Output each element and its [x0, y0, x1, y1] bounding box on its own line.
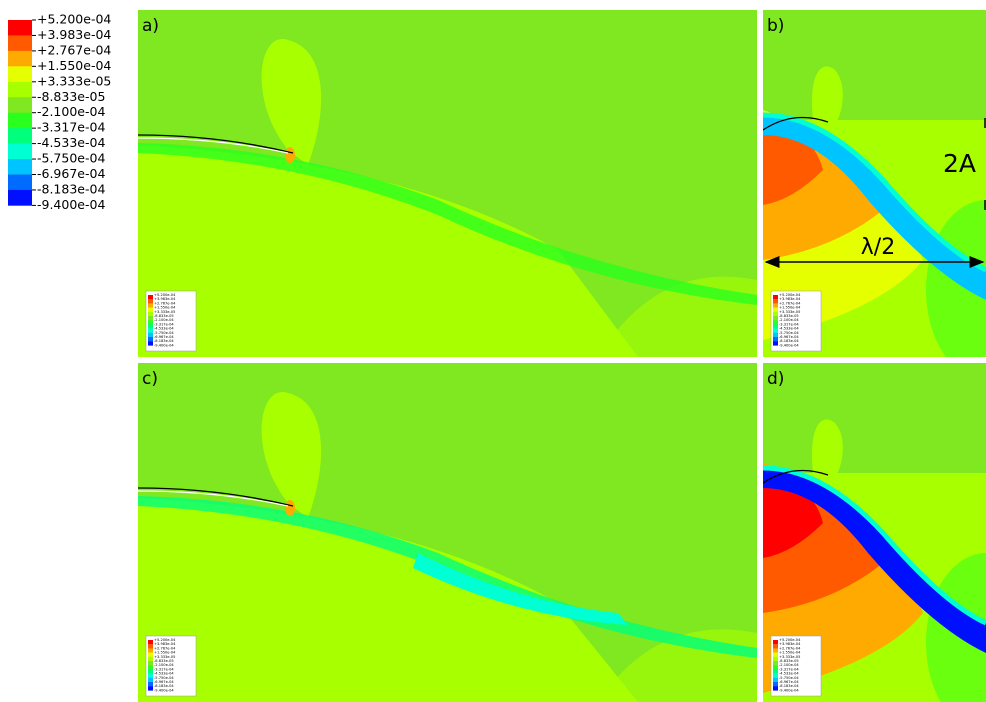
mini-legend-swatch [148, 648, 153, 652]
color-legend: +5.200e-04+3.983e-04+2.767e-04+1.550e-04… [8, 12, 111, 212]
legend-label: -6.967e-04 [37, 166, 105, 181]
legend-swatch [8, 35, 32, 51]
mini-legend-swatch [148, 329, 153, 333]
legend-label: +1.550e-04 [37, 58, 111, 73]
figure: +5.200e-04+3.983e-04+2.767e-04+1.550e-04… [0, 0, 986, 702]
mini-legend-swatch [148, 316, 153, 320]
mini-legend-swatch [148, 640, 153, 644]
contour-panel: +5.200e-04+3.983e-04+2.767e-04+1.550e-04… [763, 363, 986, 702]
amplitude-label: 2A [943, 149, 976, 178]
panel-label: b) [767, 16, 784, 36]
mini-legend-swatch [148, 295, 153, 299]
half-wavelength-label: λ/2 [861, 235, 895, 260]
mini-legend-swatch [148, 674, 153, 678]
legend-label: +3.983e-04 [37, 27, 111, 42]
mini-legend-swatch [773, 299, 778, 303]
legend-label: +2.767e-04 [37, 42, 111, 57]
mini-legend-label: -9.400e-04 [779, 343, 799, 347]
panels: +5.200e-04+3.983e-04+2.767e-04+1.550e-04… [138, 10, 986, 702]
mini-legend-swatch [148, 678, 153, 682]
mini-legend-swatch [148, 324, 153, 328]
legend-label: -8.183e-04 [37, 181, 105, 196]
mini-legend-swatch [773, 324, 778, 328]
contour-panel: 2Aλ/2+5.200e-04+3.983e-04+2.767e-04+1.55… [763, 10, 986, 380]
mini-legend-swatch [148, 669, 153, 673]
mini-legend-swatch [773, 682, 778, 686]
mini-legend-swatch [773, 669, 778, 673]
legend-label: -2.100e-04 [37, 104, 105, 119]
mini-legend-swatch [148, 320, 153, 324]
legend-swatch [8, 175, 32, 191]
mini-legend-swatch [773, 341, 778, 345]
mini-legend-swatch [148, 308, 153, 312]
mini-legend-swatch [773, 648, 778, 652]
legend-swatch [8, 128, 32, 144]
legend-swatch [8, 144, 32, 160]
legend-swatch [8, 113, 32, 129]
mini-legend-swatch [148, 303, 153, 307]
mini-legend-swatch [148, 682, 153, 686]
legend-swatch [8, 66, 32, 82]
legend-label: -8.833e-05 [37, 89, 105, 104]
tip-hotspot [285, 500, 295, 516]
mini-legend-swatch [773, 295, 778, 299]
mini-legend-swatch [773, 316, 778, 320]
legend-label: +5.200e-04 [37, 12, 111, 27]
tip-hotspot [285, 147, 295, 163]
mini-legend-swatch [773, 665, 778, 669]
panel-label: a) [142, 16, 159, 36]
panel-label: c) [142, 369, 158, 389]
legend-label: -3.317e-04 [37, 120, 105, 135]
mini-legend-swatch [148, 653, 153, 657]
mini-legend-label: -9.400e-04 [154, 688, 174, 692]
mini-legend-swatch [773, 333, 778, 337]
legend-swatch [8, 97, 32, 113]
mini-legend-swatch [773, 686, 778, 690]
legend-label: +3.333e-05 [37, 73, 111, 88]
mini-legend-swatch [148, 686, 153, 690]
mini-legend-swatch [773, 644, 778, 648]
mini-legend-swatch [773, 308, 778, 312]
mini-legend-swatch [148, 665, 153, 669]
mini-legend-swatch [773, 674, 778, 678]
mini-legend-swatch [148, 333, 153, 337]
mini-legend-swatch [773, 312, 778, 316]
contour-field: +5.200e-04+3.983e-04+2.767e-04+1.550e-04… [138, 10, 757, 357]
mini-legend-swatch [148, 657, 153, 661]
panel-label: d) [767, 369, 784, 389]
mini-legend-swatch [773, 329, 778, 333]
legend-swatch [8, 51, 32, 67]
legend-swatch [8, 82, 32, 98]
mini-legend-swatch [773, 640, 778, 644]
mini-legend-label: -9.400e-04 [779, 688, 799, 692]
mini-legend-swatch [148, 299, 153, 303]
mini-legend-swatch [148, 661, 153, 665]
contour-field: +5.200e-04+3.983e-04+2.767e-04+1.550e-04… [763, 363, 986, 702]
mini-legend-swatch [773, 320, 778, 324]
legend-swatch [8, 20, 32, 36]
mini-legend-swatch [773, 657, 778, 661]
mini-legend-swatch [148, 341, 153, 345]
legend-label: -5.750e-04 [37, 151, 105, 166]
contour-field: +5.200e-04+3.983e-04+2.767e-04+1.550e-04… [138, 363, 757, 702]
legend-swatch [8, 159, 32, 175]
mini-legend-swatch [773, 653, 778, 657]
mini-legend-swatch [148, 312, 153, 316]
mini-legend-swatch [773, 678, 778, 682]
mini-legend-swatch [773, 303, 778, 307]
contour-field: 2Aλ/2+5.200e-04+3.983e-04+2.767e-04+1.55… [763, 10, 986, 380]
legend-swatch [8, 190, 32, 206]
mini-legend-label: -9.400e-04 [154, 343, 174, 347]
legend-label: -9.400e-04 [37, 197, 105, 212]
mini-legend-swatch [773, 337, 778, 341]
mini-legend-swatch [773, 661, 778, 665]
mini-legend-swatch [148, 337, 153, 341]
mini-legend-swatch [148, 644, 153, 648]
contour-panel: +5.200e-04+3.983e-04+2.767e-04+1.550e-04… [138, 363, 757, 702]
legend-label: -4.533e-04 [37, 135, 105, 150]
contour-panel: +5.200e-04+3.983e-04+2.767e-04+1.550e-04… [138, 10, 757, 357]
